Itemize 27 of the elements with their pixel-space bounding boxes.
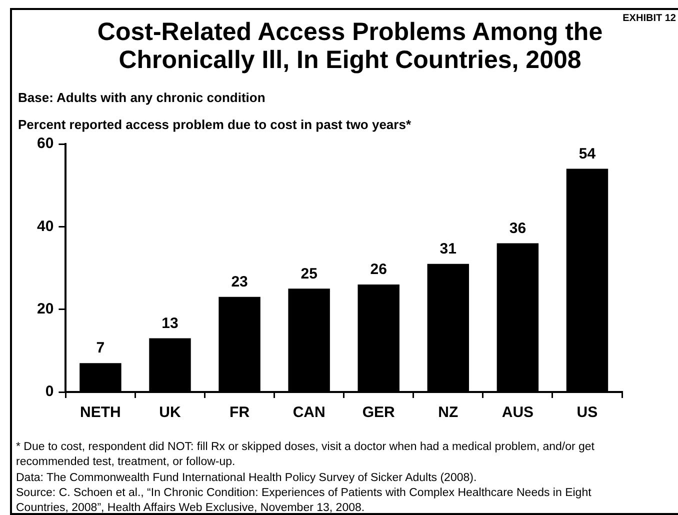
text: EXHIBIT 12 [622,13,676,24]
y-axis-title: Percent reported access problem due to cost in past two years* [18,117,412,132]
text: * Due to cost, respondent did NOT: fill Rx or skipped doses, visit a doctor when had a medical problem, and/or get recommended test, treatment, or follow-up. [16,440,596,470]
x-tick-label: UK [159,404,181,422]
chart-subtitle: Base: Adults with any chronic condition [18,90,266,105]
y-tick-label: 20 [36,300,54,318]
data-label: 54 [578,145,596,162]
x-tick-label: GER [362,404,396,422]
data-label: 36 [509,220,526,237]
x-tick-label: NETH [80,404,121,422]
chart-title: Cost-Related Access Problems Among the Chronically Ill, In Eight Countries, 2008 [97,18,603,74]
data-label: 25 [300,265,318,282]
y-tick-label: 60 [36,135,54,152]
x-tick-label: FR [230,404,250,422]
y-tick-label: 40 [36,218,54,235]
x-tick-label: US [576,404,598,422]
x-tick-label: CAN [292,404,326,422]
data-label: 31 [440,240,456,258]
x-tick-label: NZ [438,404,458,422]
data-label: 26 [370,261,387,278]
text: Data: The Commonwealth Fund International Health Policy Survey of Sicker Adults (2008). [16,470,478,486]
data-label: 23 [231,274,248,291]
data-label: 13 [162,314,178,332]
y-tick-label: 0 [45,383,54,400]
data-label: 7 [96,340,105,357]
x-tick-label: AUS [502,404,534,422]
source-note: Source: C. Schoen et al., “In Chronic Condition: Experiences of Patients with Complex Healthcare Needs in Eight Countries, 2008”, Health Affairs Web Exclusive, November 13, 2008. [16,486,592,515]
